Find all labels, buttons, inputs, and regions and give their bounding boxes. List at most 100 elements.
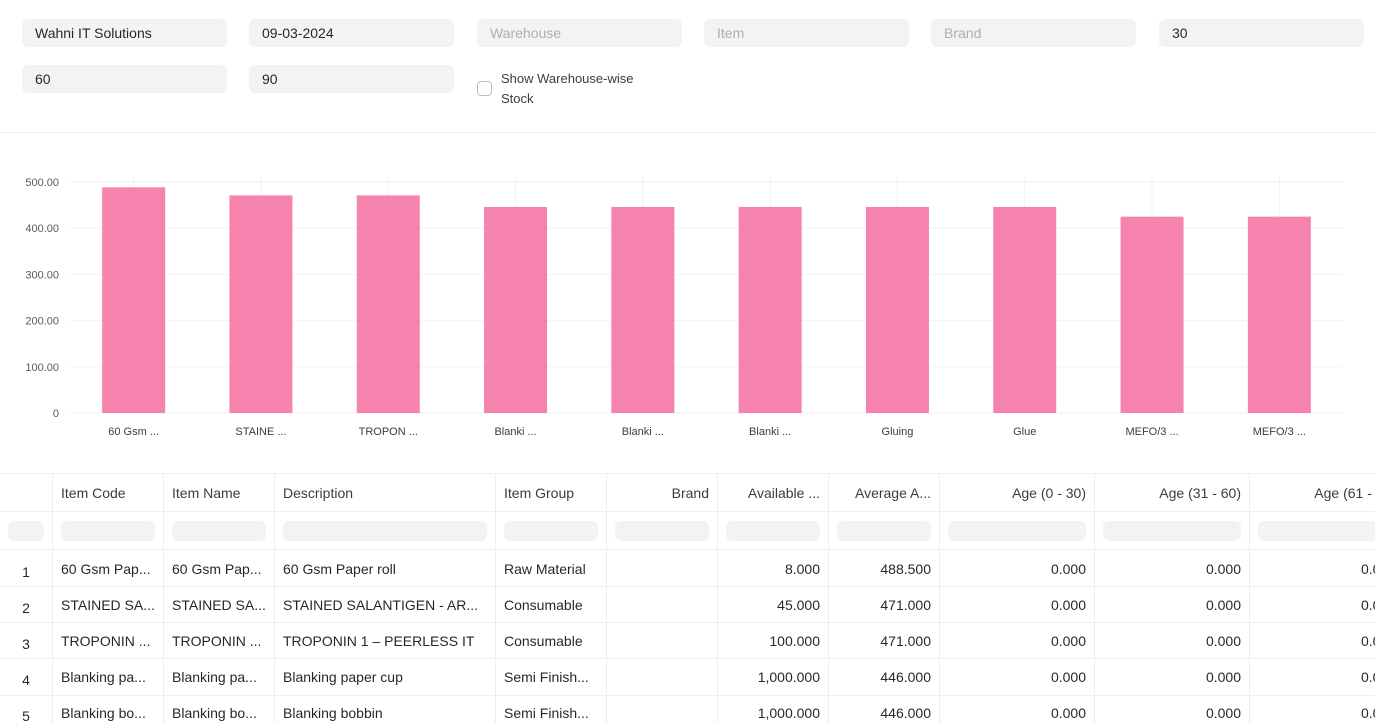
table-cell[interactable]: 45.000 xyxy=(718,587,829,623)
chart-bar xyxy=(1247,216,1311,413)
column-header[interactable]: Age (31 - 60) xyxy=(1095,474,1250,511)
table-cell[interactable]: 1,000.000 xyxy=(718,659,829,695)
table-cell[interactable]: STAINED SALANTIGEN - AR... xyxy=(275,587,496,623)
table-cell[interactable]: 0.000 xyxy=(1095,551,1250,586)
column-header[interactable]: Available ... xyxy=(718,474,829,511)
column-header[interactable]: Brand xyxy=(607,474,718,511)
table-cell[interactable]: 0.000 xyxy=(1095,587,1250,623)
brand-filter[interactable]: Brand xyxy=(931,19,1136,47)
row-number: 5 xyxy=(0,695,53,723)
table-row: 2 STAINED SA... STAINED SA... STAINED SALAN… xyxy=(0,587,1375,624)
table-cell[interactable]: 0.000 xyxy=(940,695,1095,723)
table-cell[interactable] xyxy=(607,695,718,723)
table-cell[interactable]: TROPONIN ... xyxy=(53,623,164,659)
table-cell[interactable]: Consumable xyxy=(496,623,607,659)
table-cell[interactable]: 0.000 xyxy=(1250,696,1375,723)
table-cell-value: 0.000 xyxy=(1205,632,1241,649)
table-cell[interactable]: STAINED SA... xyxy=(164,587,275,623)
table-cell[interactable]: 60 Gsm Pap... xyxy=(53,551,164,586)
table-cell[interactable]: Blanking bo... xyxy=(53,695,164,723)
column-filter-input[interactable] xyxy=(172,520,266,541)
column-filter-input[interactable] xyxy=(837,520,931,541)
column-header-label: Item Group xyxy=(504,484,575,501)
column-header[interactable]: Item Code xyxy=(53,474,164,511)
table-cell[interactable] xyxy=(607,659,718,695)
table-cell[interactable]: Blanking pa... xyxy=(53,659,164,695)
table-cell[interactable]: TROPONIN ... xyxy=(164,623,275,659)
column-header[interactable]: Age (0 - 30) xyxy=(940,474,1095,511)
x-tick-label: MEFO/3 ... xyxy=(1253,426,1306,438)
table-cell[interactable]: STAINED SA... xyxy=(53,587,164,623)
table-cell[interactable]: 0.000 xyxy=(1250,660,1375,695)
column-header[interactable]: Age (61 - 90) xyxy=(1250,474,1375,511)
table-cell[interactable]: Raw Material xyxy=(496,551,607,586)
table-cell[interactable]: Semi Finish... xyxy=(496,659,607,695)
table-cell[interactable]: 471.000 xyxy=(829,587,940,623)
table-cell-value: Consumable xyxy=(504,632,583,649)
table-cell-value: Blanking bo... xyxy=(61,705,146,722)
table-cell[interactable]: 60 Gsm Paper roll xyxy=(275,551,496,586)
table-cell[interactable]: 471.000 xyxy=(829,623,940,659)
table-cell[interactable]: TROPONIN 1 – PEERLESS IT xyxy=(275,623,496,659)
column-filter-input[interactable] xyxy=(1103,520,1241,541)
table-cell[interactable]: Semi Finish... xyxy=(496,695,607,723)
table-cell[interactable]: Blanking paper cup xyxy=(275,659,496,695)
table-cell[interactable]: 446.000 xyxy=(829,659,940,695)
table-cell[interactable]: Consumable xyxy=(496,587,607,623)
table-cell[interactable]: 1,000.000 xyxy=(718,695,829,723)
item-filter[interactable]: Item xyxy=(704,19,909,47)
column-header[interactable]: Item Name xyxy=(164,474,275,511)
table-cell[interactable]: 0.000 xyxy=(940,659,1095,695)
table-cell[interactable]: Blanking bo... xyxy=(164,695,275,723)
column-filter-cell xyxy=(53,512,164,549)
range3-filter[interactable]: 90 xyxy=(249,65,454,93)
column-header[interactable]: Item Group xyxy=(496,474,607,511)
table-cell[interactable]: Blanking pa... xyxy=(164,659,275,695)
table-cell[interactable]: 8.000 xyxy=(718,551,829,586)
column-filter-input[interactable] xyxy=(1258,520,1375,541)
table-cell[interactable]: 0.000 xyxy=(1250,587,1375,622)
table-cell[interactable] xyxy=(607,551,718,586)
table-cell[interactable] xyxy=(607,587,718,623)
table-cell[interactable]: 0.000 xyxy=(1250,551,1375,586)
table-row: 5 Blanking bo... Blanking bo... Blanking bo… xyxy=(0,695,1375,723)
x-tick-label: MEFO/3 ... xyxy=(1125,426,1178,438)
table-cell[interactable]: 0.000 xyxy=(940,551,1095,586)
column-header-label: Average A... xyxy=(854,484,931,501)
table-cell[interactable]: 0.000 xyxy=(1095,659,1250,695)
date-filter[interactable]: 09-03-2024 xyxy=(249,19,454,47)
table-cell-value: Consumable xyxy=(504,596,583,613)
company-filter[interactable]: Wahni IT Solutions xyxy=(22,19,227,47)
table-cell-value: Blanking paper cup xyxy=(283,669,403,686)
stock-ageing-chart: 0 100.00 200.00 300.00 400.00 500.00 60 Gsm ..… xyxy=(0,134,1375,472)
table-cell[interactable]: Blanking bobbin xyxy=(275,695,496,723)
table-cell-value: STAINED SA... xyxy=(172,596,266,613)
column-filter-input[interactable] xyxy=(948,520,1086,541)
y-tick-label: 100.00 xyxy=(25,362,59,374)
show-warehouse-checkbox[interactable] xyxy=(477,81,492,96)
column-header[interactable]: Average A... xyxy=(829,474,940,511)
range1-filter[interactable]: 30 xyxy=(1159,19,1364,47)
table-cell[interactable]: 0.000 xyxy=(940,587,1095,623)
table-cell[interactable]: 60 Gsm Pap... xyxy=(164,551,275,586)
column-filter-input[interactable] xyxy=(615,520,709,541)
table-cell[interactable]: 0.000 xyxy=(940,623,1095,659)
table-cell[interactable]: 488.500 xyxy=(829,551,940,586)
column-filter-input[interactable] xyxy=(726,520,820,541)
table-cell[interactable]: 0.000 xyxy=(1095,695,1250,723)
warehouse-filter[interactable]: Warehouse xyxy=(477,19,682,47)
table-cell-value: Blanking bobbin xyxy=(283,705,383,722)
column-header[interactable]: Description xyxy=(275,474,496,511)
table-cell[interactable]: 0.000 xyxy=(1250,623,1375,658)
range2-filter[interactable]: 60 xyxy=(22,65,227,93)
column-filter-input[interactable] xyxy=(61,520,155,541)
table-cell[interactable]: 446.000 xyxy=(829,695,940,723)
table-cell[interactable]: 100.000 xyxy=(718,623,829,659)
column-filter-input[interactable] xyxy=(504,520,598,541)
column-filter-input[interactable] xyxy=(8,520,44,541)
table-cell-value: Semi Finish... xyxy=(504,705,589,722)
column-filter-input[interactable] xyxy=(283,520,487,541)
y-tick-label: 0 xyxy=(53,408,59,420)
table-cell[interactable] xyxy=(607,623,718,659)
table-cell[interactable]: 0.000 xyxy=(1095,623,1250,659)
